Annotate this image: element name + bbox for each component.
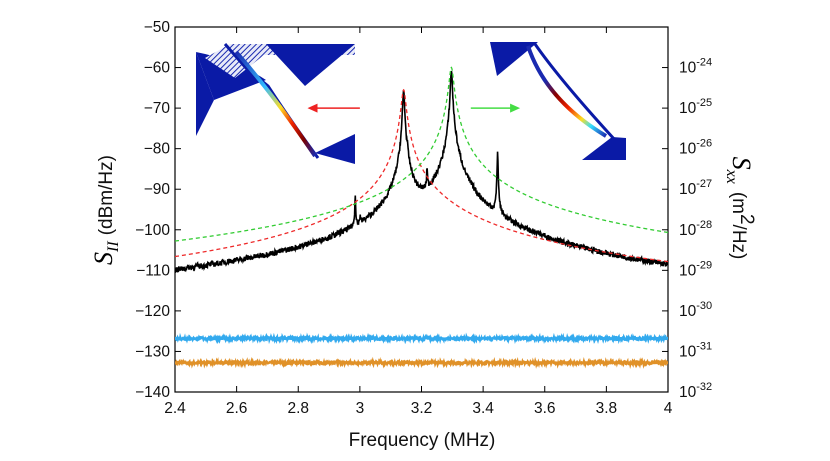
y-tick-label: −140 (135, 384, 170, 401)
y-axis-label-left: SII (dBm/Hz) (89, 155, 122, 265)
y-tick-label: −110 (136, 262, 170, 279)
x-tick-label: 2.4 (164, 400, 186, 417)
y-right-units-exp: 2 (736, 214, 757, 225)
x-tick-label: 3.8 (596, 400, 618, 417)
y-tick-label: −100 (135, 222, 170, 239)
series-noise-floor (175, 356, 668, 369)
y-left-units: (dBm/Hz) (96, 155, 117, 235)
y-left-symbol: S (89, 252, 118, 265)
series-background (175, 332, 668, 345)
y-right-tick-label: 10-32 (679, 381, 712, 401)
y-axis-label-right: Sxx (m2/Hz) (723, 157, 757, 260)
x-tick-label: 2.6 (226, 400, 248, 417)
y-tick-label: −50 (144, 19, 171, 36)
arrow-head-left (307, 103, 318, 113)
y-tick-label: −130 (135, 343, 170, 360)
y-right-symbol: S (727, 157, 756, 170)
x-tick-label: 3.4 (472, 400, 494, 417)
y-right-tick-label: 10-30 (679, 300, 712, 320)
y-right-tick-label: 10-31 (679, 340, 712, 360)
y-right-units-suffix: /Hz) (728, 225, 749, 260)
y-tick-label: −70 (144, 100, 171, 117)
y-tick-label: −80 (144, 141, 171, 158)
x-tick-label: 2.8 (287, 400, 309, 417)
y-right-tick-label: 10-24 (679, 57, 712, 77)
series-layer (175, 66, 668, 369)
y-right-units-prefix: (m (728, 192, 749, 214)
x-tick-label: 3 (356, 400, 365, 417)
y-tick-label: −60 (144, 60, 171, 77)
x-tick-label: 3.2 (411, 400, 433, 417)
svg-text:Sxx(m2/Hz): Sxx (m2/Hz) (723, 157, 757, 260)
svg-text:SII(dBm/Hz): SII (dBm/Hz) (89, 155, 122, 265)
y-right-tick-label: 10-28 (679, 219, 712, 239)
arrow-head-right (510, 103, 521, 113)
y-right-tick-label: 10-29 (679, 259, 712, 279)
inset-mode-shape-left (196, 43, 355, 164)
y-right-subscript: xx (723, 169, 740, 184)
axis-ticks: 2.4 2.6 2.8 3 3.2 3.4 3.6 3.8 4 −50 −60 −70 −80 −90 −1… (135, 19, 712, 417)
x-axis-label: Frequency (MHz) (349, 430, 496, 451)
y-right-tick-label: 10-26 (679, 138, 712, 158)
x-tick-label: 4 (664, 400, 673, 417)
series-measured-spectrum (175, 70, 668, 274)
y-tick-label: −120 (135, 303, 170, 320)
y-right-tick-label: 10-27 (679, 178, 712, 198)
y-tick-label: −90 (144, 181, 171, 198)
x-tick-label: 3.6 (534, 400, 556, 417)
y-right-tick-label: 10-25 (679, 97, 712, 117)
annotation-arrows (307, 103, 521, 113)
inset-mode-shape-right (490, 42, 626, 160)
y-left-subscript: II (105, 241, 122, 253)
